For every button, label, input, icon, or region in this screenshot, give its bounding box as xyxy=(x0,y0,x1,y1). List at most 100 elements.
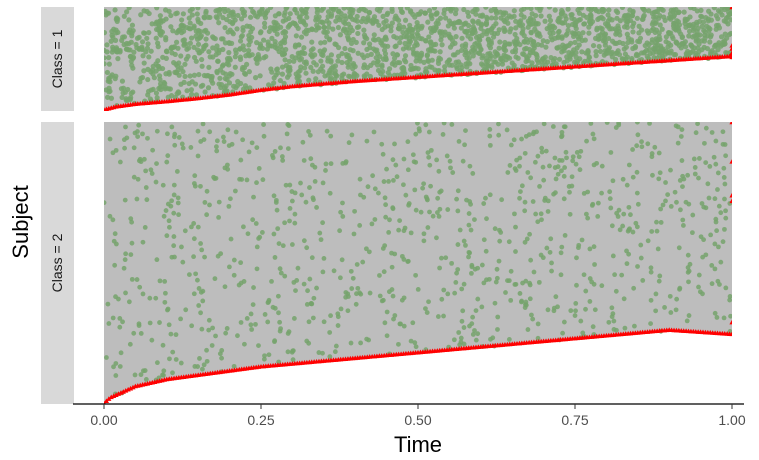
event-point xyxy=(339,257,345,263)
event-point xyxy=(572,20,578,27)
event-point xyxy=(217,75,223,81)
event-point xyxy=(317,19,323,25)
event-point xyxy=(722,196,727,202)
event-point xyxy=(699,23,705,29)
event-point xyxy=(625,19,631,25)
event-point xyxy=(455,188,461,194)
event-point xyxy=(301,238,307,244)
event-point xyxy=(492,226,498,232)
event-point xyxy=(199,247,205,253)
event-point xyxy=(222,25,228,31)
event-point xyxy=(254,145,260,151)
event-point xyxy=(470,314,476,320)
event-point xyxy=(104,55,107,61)
event-point xyxy=(153,90,160,96)
event-point xyxy=(627,226,632,232)
event-point xyxy=(411,159,417,165)
event-point xyxy=(105,301,111,307)
event-point xyxy=(410,46,416,52)
event-point xyxy=(254,244,260,250)
event-point xyxy=(172,142,178,148)
event-point xyxy=(313,76,319,82)
event-point xyxy=(188,87,195,93)
event-point xyxy=(695,122,700,127)
event-point xyxy=(567,211,573,217)
event-point xyxy=(466,55,472,61)
event-point xyxy=(318,7,325,13)
event-point xyxy=(199,48,205,54)
event-point xyxy=(285,331,291,336)
event-point xyxy=(339,50,345,57)
event-point xyxy=(590,42,597,49)
event-point xyxy=(472,217,477,223)
event-point xyxy=(484,28,490,34)
event-point xyxy=(423,38,429,44)
event-point xyxy=(205,85,212,91)
event-point xyxy=(507,41,513,47)
event-point xyxy=(394,52,400,58)
event-point xyxy=(453,280,459,285)
event-point xyxy=(163,34,169,41)
event-point xyxy=(120,34,126,40)
censored-triangle xyxy=(106,396,112,401)
event-point xyxy=(469,264,475,270)
event-point xyxy=(117,159,123,165)
event-point xyxy=(323,161,329,167)
event-point xyxy=(366,249,372,255)
event-point xyxy=(685,265,691,270)
event-point xyxy=(592,262,597,267)
event-point xyxy=(488,8,494,14)
event-point xyxy=(691,156,697,162)
event-point xyxy=(304,301,310,307)
event-point xyxy=(283,182,289,188)
event-point xyxy=(180,145,186,151)
event-point xyxy=(292,7,298,13)
event-point xyxy=(611,318,617,324)
event-point xyxy=(202,89,208,95)
event-point xyxy=(638,50,645,56)
event-point xyxy=(530,131,536,137)
event-point xyxy=(215,58,221,64)
event-point xyxy=(398,321,403,327)
event-point xyxy=(301,281,307,287)
event-point xyxy=(374,18,380,25)
event-point xyxy=(454,196,459,202)
event-point xyxy=(188,91,195,97)
event-point xyxy=(435,314,441,319)
event-point xyxy=(588,122,594,126)
event-point xyxy=(246,149,252,155)
event-point xyxy=(219,348,225,353)
event-point xyxy=(435,60,442,66)
event-point xyxy=(550,23,556,29)
event-point xyxy=(634,224,640,230)
event-point xyxy=(227,264,232,270)
event-point xyxy=(221,134,226,140)
event-point xyxy=(425,197,430,203)
event-point xyxy=(413,344,419,350)
event-point xyxy=(452,290,458,296)
event-point xyxy=(449,260,455,266)
event-point xyxy=(242,71,249,77)
event-point xyxy=(688,42,694,48)
event-point xyxy=(248,311,254,317)
event-point xyxy=(690,27,696,33)
event-point xyxy=(312,52,318,58)
event-point xyxy=(406,39,412,45)
event-point xyxy=(301,158,307,163)
event-point xyxy=(260,177,266,183)
event-point xyxy=(610,253,616,259)
event-point xyxy=(267,24,274,31)
event-point xyxy=(671,25,677,32)
event-point xyxy=(686,313,692,318)
event-point xyxy=(136,34,142,40)
event-point xyxy=(306,319,312,325)
event-point xyxy=(195,7,201,11)
event-point xyxy=(495,61,501,67)
event-point xyxy=(162,278,168,284)
event-point xyxy=(313,62,319,68)
event-point xyxy=(665,192,671,198)
event-point xyxy=(281,28,288,35)
event-point xyxy=(595,214,601,219)
event-point xyxy=(649,229,655,234)
event-point xyxy=(216,199,222,205)
